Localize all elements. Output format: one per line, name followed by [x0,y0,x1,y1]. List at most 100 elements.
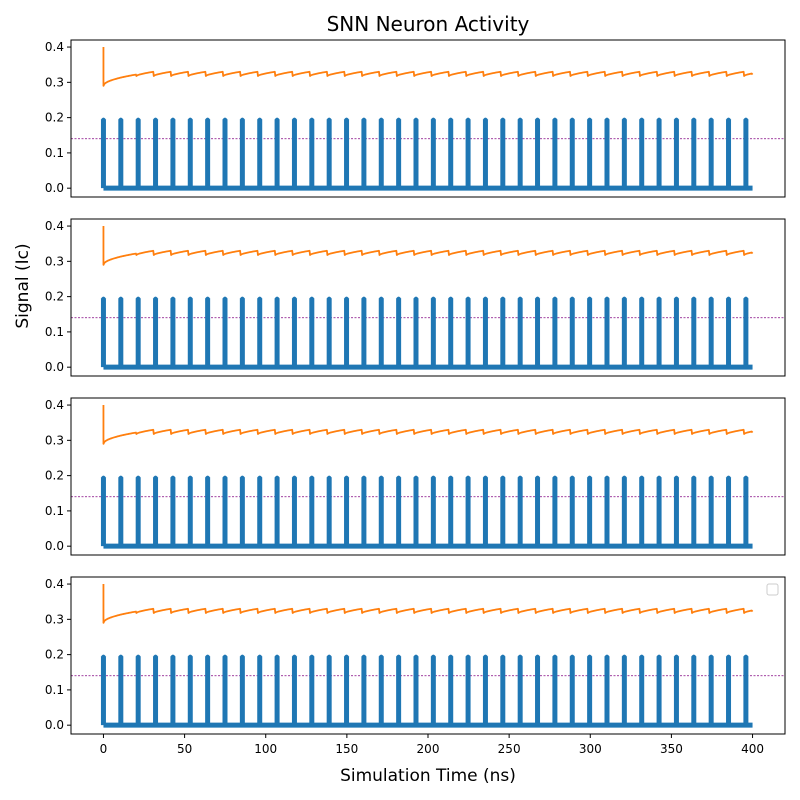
y-tick-label: 0.0 [45,360,64,374]
spike-24 [500,296,506,368]
spike-6 [187,117,193,189]
y-tick-label: 0.4 [45,577,64,591]
spike-20 [430,475,436,547]
x-tick-label: 350 [660,742,683,756]
spike-14 [326,296,332,368]
spike-5 [170,296,176,368]
spike-37 [726,475,732,547]
spike-8 [222,654,228,726]
y-tick-label: 0.2 [45,469,64,483]
spike-4 [153,654,159,726]
spike-7 [205,475,211,547]
membrane-line [102,226,754,266]
spike-34 [673,654,679,726]
y-tick-label: 0.4 [45,398,64,412]
spike-13 [309,475,315,547]
spike-28 [569,475,575,547]
y-tick-label: 0.1 [45,683,64,697]
spike-17 [378,475,384,547]
spike-31 [621,654,627,726]
x-tick-label: 400 [741,742,764,756]
spike-15 [344,117,350,189]
membrane-line [102,405,754,445]
y-tick-label: 0.4 [45,219,64,233]
spike-5 [170,654,176,726]
spike-16 [361,654,367,726]
spike-29 [587,654,593,726]
spike-23 [482,296,488,368]
spike-12 [291,475,297,547]
spike-22 [465,117,471,189]
spike-11 [274,475,280,547]
spike-14 [326,654,332,726]
y-tick-label: 0.2 [45,648,64,662]
spike-9 [239,296,245,368]
spike-1 [100,475,106,547]
spike-28 [569,296,575,368]
x-tick-label: 0 [100,742,108,756]
y-tick-label: 0.1 [45,146,64,160]
spike-10 [257,296,263,368]
spike-33 [656,296,662,368]
spike-25 [517,117,523,189]
spike-15 [344,475,350,547]
spike-21 [448,117,454,189]
spike-36 [708,296,714,368]
spike-28 [569,654,575,726]
spike-17 [378,654,384,726]
spike-36 [708,117,714,189]
spike-37 [726,117,732,189]
spike-2 [118,654,124,726]
spike-27 [552,117,558,189]
spike-12 [291,654,297,726]
spike-22 [465,296,471,368]
spike-37 [726,654,732,726]
x-tick-label: 250 [498,742,521,756]
spike-6 [187,475,193,547]
y-tick-label: 0.0 [45,718,64,732]
spike-4 [153,117,159,189]
spike-1 [100,296,106,368]
spike-34 [673,475,679,547]
spike-9 [239,117,245,189]
spike-30 [604,117,610,189]
spike-7 [205,654,211,726]
spike-2 [118,475,124,547]
spike-20 [430,654,436,726]
spike-25 [517,475,523,547]
chart-title: SNN Neuron Activity [327,12,530,36]
spike-1 [100,654,106,726]
spike-20 [430,296,436,368]
spike-37 [726,296,732,368]
spike-3 [135,475,141,547]
x-tick-label: 150 [335,742,358,756]
y-tick-label: 0.2 [45,111,64,125]
spike-24 [500,475,506,547]
spike-32 [639,475,645,547]
subplot-1: 0.0 0.1 0.2 0.3 0.4 [45,39,786,198]
spike-26 [535,654,541,726]
spike-16 [361,296,367,368]
spike-25 [517,296,523,368]
spike-12 [291,117,297,189]
spike-13 [309,117,315,189]
spike-30 [604,296,610,368]
spike-27 [552,296,558,368]
membrane-line [102,47,754,87]
spike-2 [118,117,124,189]
spike-35 [691,654,697,726]
spike-8 [222,475,228,547]
spike-5 [170,117,176,189]
spike-19 [413,296,419,368]
spike-15 [344,654,350,726]
spike-32 [639,296,645,368]
spike-26 [535,296,541,368]
spike-38 [743,654,749,726]
spike-33 [656,654,662,726]
spike-28 [569,117,575,189]
axes-frame [70,218,786,377]
spike-38 [743,117,749,189]
spike-4 [153,475,159,547]
x-tick-label: 100 [254,742,277,756]
spike-3 [135,296,141,368]
